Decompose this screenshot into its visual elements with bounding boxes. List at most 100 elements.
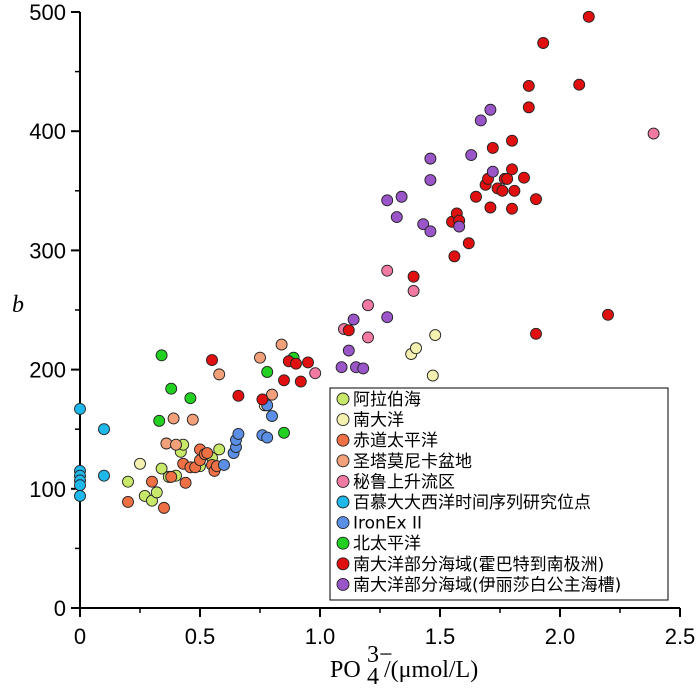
data-point [167, 412, 180, 425]
data-point [134, 457, 146, 470]
data-point [347, 313, 360, 326]
data-point [381, 311, 394, 324]
data-point [530, 193, 542, 206]
legend-label: 圣塔莫尼卡盆地 [353, 452, 472, 472]
data-point [381, 194, 394, 207]
data-point [290, 357, 302, 370]
series-6 [218, 399, 278, 471]
data-point [602, 308, 614, 321]
series-2 [122, 443, 223, 514]
data-point [155, 349, 168, 362]
data-point [426, 369, 439, 382]
data-point [429, 329, 442, 341]
axes: 0 100 200 300 400 500 0 0.5 1.0 1.5 2.0 2.5 [29, 0, 695, 649]
data-point [506, 134, 518, 147]
data-point [261, 431, 274, 444]
data-point [530, 327, 542, 340]
data-point [508, 184, 521, 197]
x-tick-label: 0 [74, 624, 86, 649]
data-point [573, 78, 586, 91]
data-point [407, 270, 420, 283]
data-point [201, 447, 214, 459]
data-point [647, 127, 660, 140]
y-tick-label: 500 [29, 0, 66, 25]
legend-label: 南大洋部分海域(霍巴特到南极洲) [353, 555, 604, 575]
data-point [462, 237, 475, 250]
legend-label: 百慕大大西洋时间序列研究位点 [353, 493, 591, 513]
legend-marker [336, 413, 350, 427]
data-point [232, 389, 245, 402]
series-5 [74, 402, 110, 502]
data-point [153, 414, 166, 427]
data-point [122, 495, 134, 508]
series-9 [335, 103, 499, 375]
legend-label: 赤道太平洋 [353, 431, 438, 451]
legend-marker [336, 392, 350, 406]
x-tick-label: 1.0 [305, 624, 336, 649]
y-tick-label: 0 [54, 596, 66, 621]
data-point [381, 264, 394, 277]
data-point [496, 184, 509, 197]
y-tick-label: 100 [29, 477, 66, 502]
data-point [484, 201, 497, 214]
x-axis-label-subscript: 4 [367, 664, 379, 690]
data-point [506, 163, 518, 176]
legend-marker [336, 516, 350, 530]
data-point [486, 141, 499, 154]
data-point [453, 220, 466, 233]
data-point [357, 362, 370, 375]
x-axis-label-superscript: 3− [367, 642, 393, 668]
legend-label: IronEx II [353, 514, 422, 534]
data-point [537, 37, 550, 49]
data-point [424, 225, 437, 238]
data-point [470, 190, 482, 203]
legend-label: 秘鲁上升流区 [353, 472, 455, 492]
x-axis-title: PO 4 3− /(μmol/L) [330, 642, 478, 690]
data-point [395, 190, 408, 203]
series-7 [153, 349, 300, 439]
legend-marker [336, 495, 350, 509]
data-point [342, 344, 355, 357]
data-point [424, 174, 437, 187]
data-point [309, 367, 322, 380]
data-point [155, 462, 168, 475]
data-point [213, 368, 226, 381]
legend-marker [336, 577, 350, 591]
legend-label: 南大洋 [353, 411, 404, 431]
data-point [179, 476, 192, 489]
data-point [410, 342, 422, 355]
data-point [165, 470, 178, 483]
legend-label: 北太平洋 [353, 534, 421, 554]
data-point [150, 486, 163, 499]
data-point [522, 79, 535, 92]
data-point [362, 299, 374, 312]
data-point [362, 331, 374, 344]
data-point [165, 382, 178, 395]
y-tick-label: 300 [29, 238, 66, 263]
legend-box [329, 387, 669, 601]
data-point [275, 338, 288, 351]
data-point [465, 149, 478, 161]
series-8 [206, 10, 614, 406]
data-point [407, 284, 420, 297]
series-4 [309, 127, 660, 380]
legend-marker [336, 536, 350, 550]
data-point [474, 114, 487, 127]
data-point [266, 410, 278, 423]
x-axis-label-main: PO [330, 657, 361, 683]
legend: 阿拉伯海南大洋赤道太平洋圣塔莫尼卡盆地秘鲁上升流区百慕大大西洋时间序列研究位点I… [329, 387, 669, 601]
data-point [390, 211, 403, 223]
x-tick-label: 0.5 [185, 624, 216, 649]
data-point [184, 392, 197, 405]
data-point [294, 375, 307, 388]
data-point [335, 361, 348, 374]
data-point [254, 351, 266, 364]
legend-label: 南大洋部分海域(伊丽莎白公主海槽) [353, 575, 621, 595]
x-axis-label-unit: /(μmol/L) [384, 657, 478, 683]
data-point [501, 172, 514, 185]
data-point [186, 413, 199, 426]
data-point [486, 165, 499, 178]
data-point [266, 388, 278, 401]
legend-marker [336, 474, 350, 488]
